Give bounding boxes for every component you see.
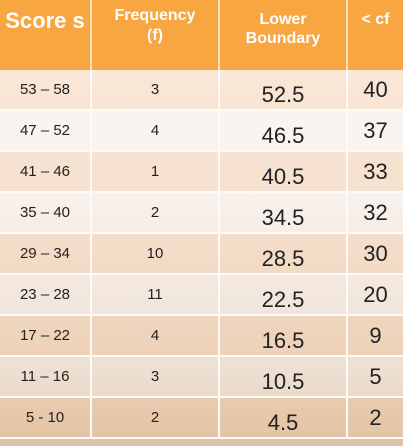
cell-score: 5 - 10 xyxy=(0,398,92,437)
header-lower-boundary: Lower Boundary xyxy=(220,0,348,70)
cell-score: 11 – 16 xyxy=(0,357,92,396)
cell-cf: 2 xyxy=(369,404,382,430)
cell-frequency: 4 xyxy=(92,316,220,355)
cell-frequency: 2 xyxy=(92,193,220,232)
cell-score: 29 – 34 xyxy=(0,234,92,273)
cell-score: 23 – 28 xyxy=(0,275,92,314)
table-row: 29 – 34 10 28.5 30 xyxy=(0,234,403,275)
header-cf: < cf xyxy=(361,11,390,28)
cell-cf: 30 xyxy=(363,240,388,266)
table-row: 41 – 46 1 40.5 33 xyxy=(0,152,403,193)
cell-frequency: 2 xyxy=(92,398,220,437)
cell-frequency: 11 xyxy=(92,275,220,314)
table-row: 5 - 10 2 4.5 2 xyxy=(0,398,403,439)
cell-lower-boundary: 10.5 xyxy=(220,357,348,396)
cell-lower-boundary: 40.5 xyxy=(220,152,348,191)
cell-lower-boundary: 16.5 xyxy=(220,316,348,355)
table-header: Score s Frequency (f) Lower Boundary < c… xyxy=(0,0,403,70)
header-score: Score s xyxy=(0,0,92,70)
table-row: 35 – 40 2 34.5 32 xyxy=(0,193,403,234)
cell-frequency: 4 xyxy=(92,111,220,150)
cell-score: 41 – 46 xyxy=(0,152,92,191)
cell-cf: 9 xyxy=(369,322,382,348)
cell-score: 47 – 52 xyxy=(0,111,92,150)
cell-score: 35 – 40 xyxy=(0,193,92,232)
header-frequency: Frequency (f) xyxy=(92,0,220,70)
cell-cf: 40 xyxy=(363,76,388,102)
table-body: 53 – 58 3 52.5 40 47 – 52 4 46.5 37 41 – 46 1 40.5… xyxy=(0,70,403,439)
table-row: 53 – 58 3 52.5 40 xyxy=(0,70,403,111)
cell-lower-boundary: 34.5 xyxy=(220,193,348,232)
cell-lower-boundary: 52.5 xyxy=(220,70,348,109)
cell-lower-boundary: 22.5 xyxy=(220,275,348,314)
table-row: 23 – 28 11 22.5 20 xyxy=(0,275,403,316)
cell-cf: 32 xyxy=(363,199,388,225)
cell-frequency: 3 xyxy=(92,357,220,396)
table-row: 11 – 16 3 10.5 5 xyxy=(0,357,403,398)
cell-cf: 37 xyxy=(363,117,388,143)
cell-cf: 20 xyxy=(363,281,388,307)
cell-cf: 5 xyxy=(369,363,382,389)
cell-frequency: 10 xyxy=(92,234,220,273)
cell-frequency: 1 xyxy=(92,152,220,191)
cell-score: 53 – 58 xyxy=(0,70,92,109)
cell-lower-boundary: 28.5 xyxy=(220,234,348,273)
cell-cf: 33 xyxy=(363,158,388,184)
table-row: 47 – 52 4 46.5 37 xyxy=(0,111,403,152)
cell-score: 17 – 22 xyxy=(0,316,92,355)
cell-lower-boundary: 46.5 xyxy=(220,111,348,150)
table-row: 17 – 22 4 16.5 9 xyxy=(0,316,403,357)
cell-frequency: 3 xyxy=(92,70,220,109)
cell-lower-boundary: 4.5 xyxy=(220,398,348,437)
